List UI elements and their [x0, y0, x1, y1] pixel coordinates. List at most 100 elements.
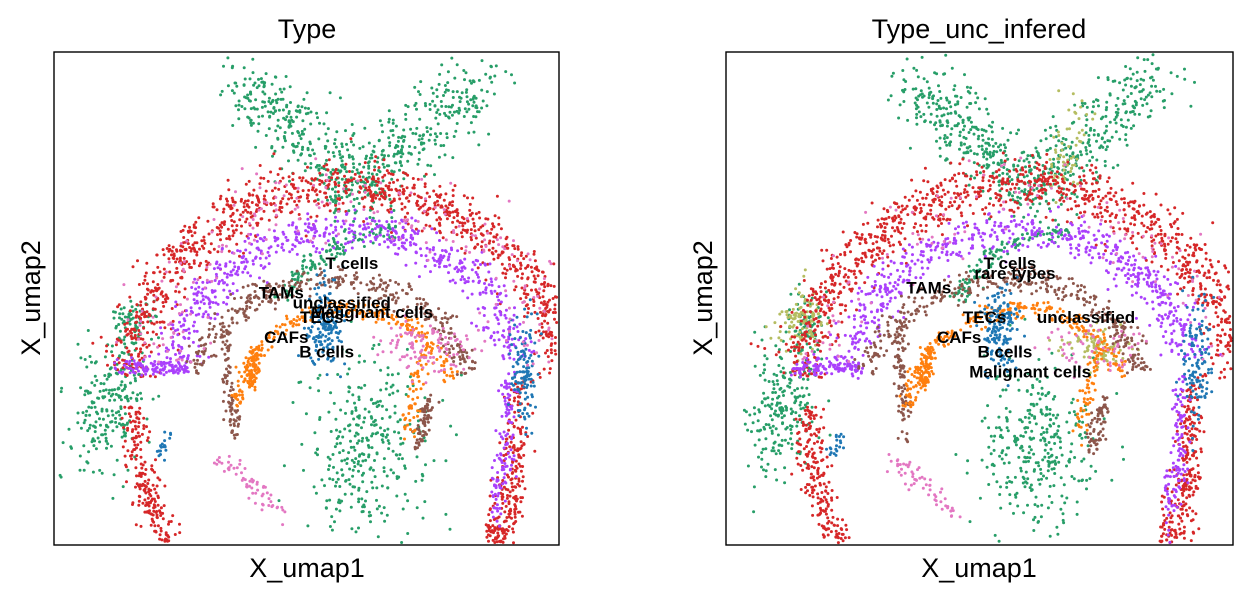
cell-point	[503, 472, 507, 476]
cell-point	[416, 419, 420, 423]
cell-point	[451, 90, 455, 94]
cell-point	[338, 96, 342, 100]
cell-point	[344, 411, 347, 415]
cell-point	[134, 466, 138, 470]
cell-point	[180, 358, 184, 362]
cell-point	[191, 324, 195, 328]
cell-point	[198, 306, 202, 310]
cell-point	[444, 250, 448, 254]
cell-point	[104, 388, 108, 392]
cell-point	[428, 397, 431, 401]
cell-point	[304, 179, 308, 183]
cell-point	[522, 370, 526, 374]
cell-point	[228, 260, 232, 264]
cell-point	[263, 194, 266, 198]
cell-point	[451, 220, 455, 224]
cell-point	[325, 195, 329, 199]
cell-point	[281, 197, 285, 201]
cell-point	[120, 389, 124, 393]
cell-point	[61, 441, 65, 445]
cell-point	[494, 306, 498, 310]
cell-point	[122, 426, 125, 430]
cell-point	[124, 329, 128, 333]
cell-point	[138, 487, 142, 491]
cell-point	[247, 205, 251, 209]
cell-point	[153, 500, 157, 503]
cell-point	[123, 385, 127, 389]
cell-point	[328, 249, 332, 253]
cell-point	[225, 283, 229, 287]
cell-point	[223, 343, 227, 347]
cell-point	[347, 451, 351, 455]
cell-point	[120, 380, 124, 384]
cell-point	[477, 143, 481, 147]
cell-point	[473, 361, 477, 365]
cell-point	[225, 237, 229, 241]
cell-point	[125, 333, 129, 337]
cell-point	[263, 100, 266, 104]
cell-point	[502, 329, 506, 333]
cell-point	[516, 362, 520, 366]
cell-point	[273, 295, 277, 299]
cell-point	[358, 224, 362, 228]
cell-point	[228, 237, 232, 241]
cell-point	[304, 234, 308, 238]
cell-point	[349, 137, 353, 141]
cell-point	[444, 114, 448, 118]
cell-point	[169, 357, 172, 361]
cell-point	[405, 327, 409, 331]
cell-point	[122, 338, 126, 342]
cell-point	[423, 413, 427, 417]
cell-point	[509, 467, 512, 471]
cell-point	[396, 389, 400, 393]
cell-point	[442, 144, 446, 147]
cell-point	[379, 228, 383, 232]
cell-point	[508, 258, 512, 262]
cell-point	[320, 166, 324, 170]
cell-point	[163, 458, 166, 462]
cell-point	[297, 199, 301, 203]
cell-point	[216, 312, 220, 316]
cell-point	[171, 245, 175, 249]
cell-point	[248, 77, 252, 81]
cell-point	[91, 341, 95, 345]
cell-point	[447, 115, 450, 119]
cell-point	[357, 202, 361, 205]
cell-point	[509, 440, 513, 444]
cell-point	[134, 315, 138, 319]
cell-point	[510, 481, 514, 485]
cell-point	[128, 309, 132, 313]
cell-point	[230, 407, 234, 411]
cell-point	[241, 397, 245, 401]
cell-point	[406, 499, 410, 503]
cell-point	[535, 312, 539, 316]
cell-point	[513, 448, 517, 452]
cell-point	[141, 337, 145, 341]
cell-point	[403, 418, 407, 422]
cell-point	[464, 71, 468, 75]
cell-point	[315, 283, 319, 287]
cell-point	[496, 494, 500, 498]
cell-point	[239, 231, 243, 235]
cell-point	[358, 190, 361, 194]
cell-point	[162, 367, 166, 371]
cell-point	[512, 415, 516, 419]
cell-point	[327, 468, 330, 471]
cell-point	[328, 477, 332, 481]
cell-point	[134, 427, 138, 431]
cell-point	[86, 429, 90, 433]
cell-point	[326, 239, 330, 243]
cell-point	[365, 217, 369, 221]
cell-point	[451, 374, 455, 378]
cell-point	[372, 193, 376, 197]
cell-point	[532, 384, 536, 388]
cell-point	[153, 307, 157, 311]
cell-point	[114, 326, 118, 330]
cell-point	[174, 289, 178, 293]
cell-point	[427, 138, 431, 142]
cell-point	[457, 111, 461, 115]
cell-point	[328, 201, 332, 205]
cell-point	[312, 183, 316, 187]
cell-point	[157, 336, 160, 340]
cell-point	[268, 115, 272, 119]
